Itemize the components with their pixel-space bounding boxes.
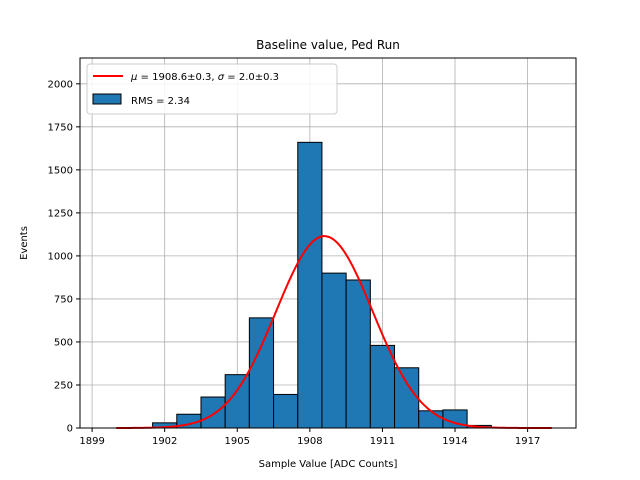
- x-tick-label: 1905: [225, 436, 250, 447]
- histogram-bar: [200, 396, 226, 429]
- histogram-bar: [418, 410, 444, 429]
- histogram-bar: [345, 279, 371, 429]
- x-tick-label: 1914: [442, 436, 467, 447]
- histogram-bar: [248, 317, 275, 429]
- y-tick-label: 2000: [48, 79, 73, 90]
- histogram-bar: [297, 141, 323, 429]
- legend-hist-label: RMS = 2.34: [131, 96, 190, 107]
- histogram-bar: [321, 272, 347, 429]
- y-tick-label: 1000: [48, 251, 73, 262]
- fit-curve-group: [116, 235, 552, 429]
- x-axis-label: Sample Value [ADC Counts]: [259, 459, 398, 470]
- legend-mu-value: 1908.6±0.3: [152, 72, 211, 83]
- histogram-bar: [394, 367, 420, 429]
- x-tick-label: 1899: [79, 436, 104, 447]
- x-tick-label: 1911: [370, 436, 395, 447]
- y-tick-label: 1750: [48, 122, 73, 133]
- y-tick-label: 0: [67, 424, 73, 435]
- fit-curve: [116, 235, 552, 429]
- axis-ticks: 1899 1902 1905 1908 1911 1914 1917 0 250 500 750 10…: [48, 79, 541, 447]
- y-tick-label: 750: [54, 294, 73, 305]
- y-tick-label: 250: [54, 380, 73, 391]
- histogram-bar: [369, 344, 396, 429]
- plot-frame: [79, 57, 577, 429]
- legend-fit-label: μ = 1908.6±0.3, σ = 2.0±0.3: [130, 72, 279, 83]
- x-tick-label: 1908: [297, 436, 322, 447]
- legend-box: [86, 63, 338, 115]
- chart-title: Baseline value, Ped Run: [256, 38, 400, 52]
- y-tick-label: 1500: [48, 165, 73, 176]
- legend-hist-swatch: [92, 93, 122, 105]
- x-tick-label: 1917: [515, 436, 540, 447]
- y-tick-label: 500: [54, 337, 73, 348]
- y-axis-label: Events: [19, 226, 30, 260]
- legend-sigma-value: 2.0±0.3: [239, 72, 279, 83]
- x-tick-label: 1902: [152, 436, 177, 447]
- histogram-bar: [273, 393, 299, 429]
- y-tick-label: 1250: [48, 208, 73, 219]
- legend: μ = 1908.6±0.3, σ = 2.0±0.3 RMS = 2.34: [86, 63, 338, 115]
